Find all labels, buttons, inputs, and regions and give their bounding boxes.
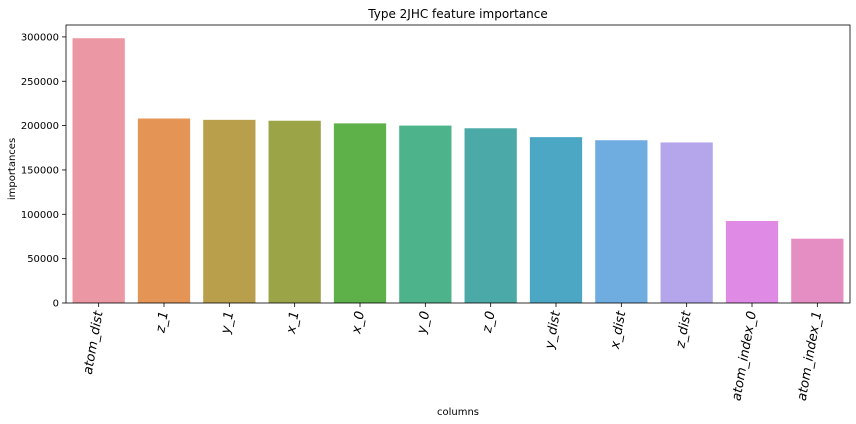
x-tick-label: atom_index_0 [729, 310, 760, 402]
bar-x-1 [268, 120, 321, 303]
x-tick-label: y_dist [542, 309, 564, 351]
x-tick-label: y_1 [218, 310, 237, 336]
y-tick-label: 50000 [27, 254, 59, 265]
y-tick-label: 150000 [21, 165, 59, 176]
y-tick-label: 100000 [21, 210, 59, 221]
y-axis-label: importances [7, 138, 18, 200]
x-tick-label: x_1 [284, 310, 303, 336]
x-axis-ticks: atom_dist z_1 y_1 x_1 x_0 y_0 z_0 y_dist x_dist z… [81, 303, 826, 402]
bar-z-0 [464, 128, 517, 303]
bar-y-dist [529, 137, 583, 303]
y-tick-label: 250000 [21, 77, 59, 88]
x-tick-label: z_dist [673, 309, 695, 350]
bar-atom-dist [72, 38, 125, 303]
bar-y-1 [203, 119, 256, 303]
bar-atom-index-0 [725, 220, 779, 303]
x-tick-label: atom_index_1 [795, 310, 826, 402]
y-tick-label: 300000 [21, 32, 59, 43]
chart-title: Type 2JHC feature importance [367, 7, 547, 21]
y-tick-label: 200000 [21, 121, 59, 132]
bar-x-dist [595, 140, 648, 303]
y-axis-ticks: 0 50000 100000 150000 200000 250000 300000 [21, 32, 66, 310]
x-tick-label: atom_dist [81, 309, 107, 375]
bar-x-0 [333, 123, 387, 303]
x-axis-label: columns [437, 407, 479, 418]
bar-z-1 [137, 118, 191, 303]
x-tick-label: z_1 [153, 310, 172, 335]
bars [72, 38, 844, 303]
x-tick-label: z_0 [480, 310, 499, 335]
y-tick-label: 0 [53, 299, 59, 310]
bar-z-dist [660, 142, 713, 303]
x-tick-label: x_dist [608, 309, 630, 351]
bar-y-0 [399, 125, 452, 303]
plot-frame [65, 24, 851, 304]
x-tick-label: y_0 [414, 310, 433, 336]
x-tick-label: x_0 [349, 310, 368, 336]
bar-atom-index-1 [791, 238, 844, 303]
